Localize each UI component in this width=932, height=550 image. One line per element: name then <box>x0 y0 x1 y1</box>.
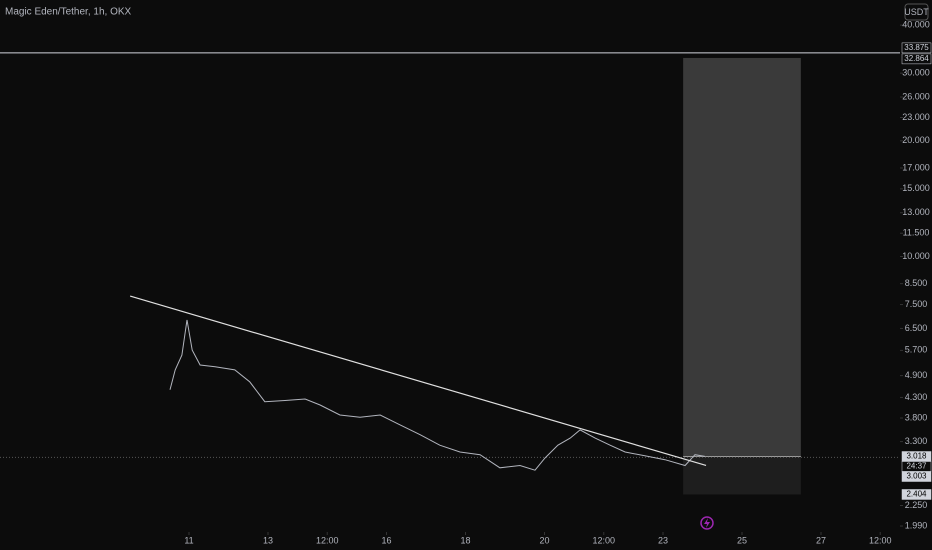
y-tick-label: 17.000 <box>902 162 930 172</box>
x-tick-label: 11 <box>184 535 193 545</box>
last-price-label: 3.003 <box>906 472 927 481</box>
x-tick-label: 12:00 <box>592 535 615 545</box>
chart-title: Magic Eden/Tether, 1h, OKX <box>5 7 132 18</box>
y-tick-label: 6.500 <box>905 323 928 333</box>
lightning <box>704 518 710 528</box>
y-tick-label: 7.500 <box>905 299 928 309</box>
y-tick-label: 26.000 <box>902 91 930 101</box>
target-label-box <box>901 53 932 65</box>
last-price-label-box <box>901 471 932 482</box>
x-tick-label: 12:00 <box>869 535 892 545</box>
currency[interactable]: USDT <box>904 7 929 17</box>
x-tick-label: 23 <box>658 535 668 545</box>
y-tick-label: 30.000 <box>902 68 930 78</box>
y-tick-label: 40.000 <box>902 20 930 30</box>
price-line <box>169 319 705 471</box>
y-tick-label: 3.800 <box>905 412 928 422</box>
y-tick-label: 4.900 <box>905 370 928 380</box>
y-tick-label: 20.000 <box>902 135 930 145</box>
x-tick-label: 16 <box>381 535 391 545</box>
target-label: 32.864 <box>904 54 929 63</box>
y-tick-label: 3.300 <box>905 436 928 446</box>
x-tick-label: 20 <box>539 535 549 545</box>
stop-label-box <box>901 489 932 500</box>
y-tick-label: 23.000 <box>902 112 930 122</box>
entry-label: 3.018 <box>906 452 927 461</box>
stop-label: 2.404 <box>906 490 927 499</box>
event-icon[interactable] <box>700 516 714 530</box>
y-tick-label: 1.990 <box>905 520 928 530</box>
y-tick-label: 11.500 <box>903 228 930 238</box>
y-tick-label: 15.000 <box>902 183 930 193</box>
countdown: 24:37 <box>906 462 927 471</box>
y-tick-label: 4.300 <box>905 392 928 402</box>
position-profit <box>683 57 801 457</box>
y-tick-label: 10.000 <box>902 251 930 261</box>
position-stop <box>683 456 801 495</box>
y-tick-label: 2.250 <box>905 500 928 510</box>
hline-label-box <box>901 42 932 54</box>
x-tick-label: 25 <box>737 535 747 545</box>
currency-button[interactable] <box>904 3 929 21</box>
x-tick-label: 13 <box>263 535 273 545</box>
x-tick-label: 12:00 <box>316 535 339 545</box>
hline-label: 33.875 <box>904 43 929 52</box>
x-tick-label: 18 <box>460 535 470 545</box>
y-tick-label: 13.000 <box>902 207 930 217</box>
x-tick-label: 27 <box>816 535 826 545</box>
y-tick-label: 8.500 <box>905 278 928 288</box>
trendline <box>129 295 707 467</box>
y-tick-label: 5.700 <box>905 345 928 355</box>
